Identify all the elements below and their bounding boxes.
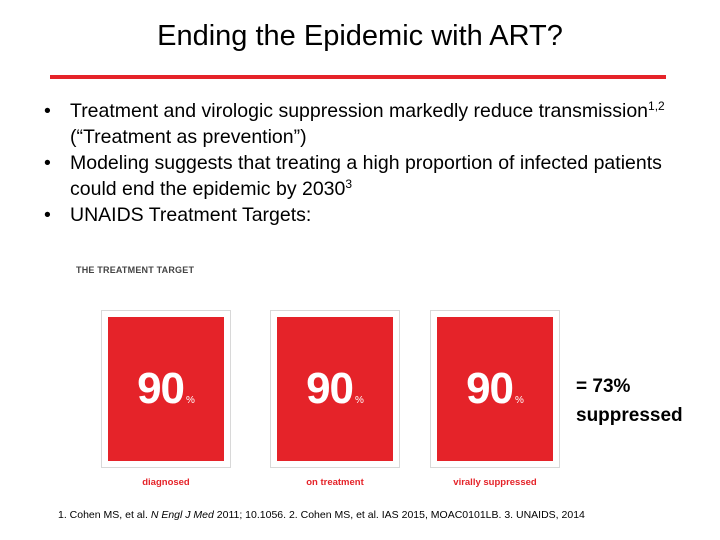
bullet-text: UNAIDS Treatment Targets: — [70, 204, 312, 226]
slide-title: Ending the Epidemic with ART? — [157, 20, 563, 52]
citation-superscript: 1,2 — [648, 99, 665, 113]
bullet-item-modeling: • Modeling suggests that treating a high… — [44, 150, 704, 202]
target-box-diagnosed: 90% — [101, 310, 231, 468]
bullet-list: • Treatment and virologic suppression ma… — [44, 98, 704, 228]
target-box-fill: 90% — [437, 317, 553, 461]
bullet-marker: • — [44, 204, 51, 226]
target-box-on-treatment: 90% — [270, 310, 400, 468]
journal-name: N Engl J Med — [150, 509, 214, 521]
bullet-marker: • — [44, 100, 51, 122]
reference-text: 1. Cohen MS, et al. — [58, 509, 151, 521]
bullet-item-transmission: • Treatment and virologic suppression ma… — [44, 98, 704, 150]
title-underline — [50, 75, 666, 79]
bullet-marker: • — [44, 152, 51, 174]
target-caption-diagnosed: diagnosed — [142, 477, 190, 488]
bullet-item-unaids: • UNAIDS Treatment Targets: — [44, 202, 704, 228]
target-value: 90 — [306, 364, 354, 413]
target-caption-on-treatment: on treatment — [306, 477, 364, 488]
reference-text-tail: 2011; 10.1056. 2. Cohen MS, et al. IAS 2… — [213, 509, 585, 521]
suppression-result: = 73% suppressed — [576, 372, 683, 430]
bullet-text: Modeling suggests that treating a high p… — [70, 152, 662, 200]
bullet-text-tail: (“Treatment as prevention”) — [70, 126, 307, 148]
target-unit: % — [515, 394, 524, 406]
treatment-target-heading: THE TREATMENT TARGET — [76, 265, 195, 275]
target-box-fill: 90% — [277, 317, 393, 461]
target-unit: % — [355, 394, 364, 406]
target-caption-virally-suppressed: virally suppressed — [453, 477, 537, 488]
result-label: suppressed — [576, 405, 683, 426]
target-value: 90 — [466, 364, 514, 413]
references: 1. Cohen MS, et al. N Engl J Med 2011; 1… — [58, 509, 585, 521]
result-percentage: = 73% — [576, 376, 631, 397]
target-unit: % — [186, 394, 195, 406]
target-box-fill: 90% — [108, 317, 224, 461]
bullet-text: Treatment and virologic suppression mark… — [70, 100, 649, 122]
target-box-virally-suppressed: 90% — [430, 310, 560, 468]
citation-superscript: 3 — [345, 177, 353, 191]
target-value: 90 — [137, 364, 185, 413]
